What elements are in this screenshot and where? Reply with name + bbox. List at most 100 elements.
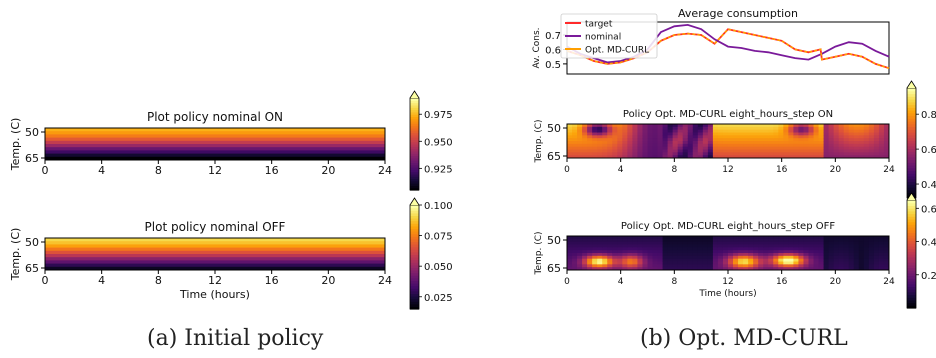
heatmap-cell	[798, 236, 804, 240]
heatmap-cell	[853, 250, 860, 254]
heatmap-cell	[833, 255, 840, 260]
heatmap-cell	[567, 143, 573, 148]
heatmap-cell	[768, 132, 774, 136]
heatmap-cell	[788, 238, 794, 243]
heatmap-cell	[728, 238, 734, 243]
heatmap-cell	[758, 258, 764, 262]
heatmap-cell	[833, 129, 840, 133]
heatmap-cell	[803, 250, 809, 254]
heatmap-cell	[793, 267, 799, 271]
heatmap-cell	[753, 258, 759, 262]
heatmap-cell	[652, 126, 659, 131]
heatmap-cell	[833, 238, 840, 243]
heatmap-cell	[863, 250, 870, 254]
heatmap-cell	[577, 236, 583, 240]
colorbar-segment	[410, 176, 419, 180]
heatmap-cell	[743, 258, 749, 262]
heatmap-cell	[682, 250, 689, 254]
heatmap-cell	[667, 126, 674, 131]
heatmap-cell	[707, 267, 714, 271]
heatmap-cell	[642, 146, 648, 150]
heatmap-cell	[682, 236, 689, 240]
heatmap-cell	[707, 261, 714, 265]
heatmap-cell	[758, 155, 764, 159]
heatmap-cell	[873, 238, 880, 243]
x-tick-label: 24	[378, 274, 392, 287]
x-axis-label: Time (hours)	[179, 288, 250, 301]
heatmap-cell	[682, 129, 689, 133]
heatmap-cell	[572, 241, 578, 245]
heatmap-cell	[632, 258, 638, 262]
heatmap-cell	[682, 258, 689, 262]
heatmap-cell	[798, 146, 804, 150]
heatmap-cell	[587, 155, 593, 159]
heatmap-cell	[662, 132, 669, 136]
heatmap-cell	[823, 141, 830, 145]
heatmap-cell	[843, 149, 850, 153]
heatmap-cell	[587, 135, 593, 139]
heatmap-cell	[788, 247, 794, 251]
x-axis-label: Time (hours)	[698, 289, 756, 299]
heatmap-cell	[728, 253, 734, 257]
heatmap-cell	[793, 264, 799, 268]
heatmap-cell	[833, 135, 840, 139]
heatmap-cell	[45, 257, 385, 261]
heatmap-cell	[687, 244, 694, 248]
y-axis-label: Temp. (C)	[9, 118, 22, 172]
heatmap-cell	[587, 236, 593, 240]
heatmap-cell	[873, 264, 880, 268]
heatmap-cell	[728, 258, 734, 262]
heatmap-cell	[753, 141, 759, 145]
heatmap-cell	[572, 149, 578, 153]
heatmap-cell	[577, 258, 583, 262]
heatmap-cell	[667, 241, 674, 245]
heatmap-cell	[848, 264, 855, 268]
y-tick-label: 0.5	[545, 60, 561, 71]
heatmap-cell	[793, 132, 799, 136]
colorbar-segment	[410, 301, 419, 305]
heatmap-cell	[863, 236, 870, 240]
heatmap-cell	[793, 138, 799, 142]
heatmap-cell	[702, 258, 709, 262]
heatmap-cell	[682, 241, 689, 245]
heatmap-cell	[652, 143, 659, 148]
heatmap-cell	[582, 267, 588, 271]
heatmap-cell	[878, 143, 885, 148]
heatmap-cell	[717, 149, 724, 153]
heatmap-cell	[672, 264, 679, 268]
heatmap-cell	[823, 146, 830, 150]
heatmap-cell	[858, 250, 865, 254]
colorbar-segment	[410, 118, 419, 122]
heatmap-cell	[753, 146, 759, 150]
heatmap-cell	[622, 261, 628, 265]
heatmap-cell	[813, 258, 820, 262]
heatmap-cell	[597, 126, 603, 131]
heatmap-cell	[803, 247, 809, 251]
heatmap-cell	[808, 238, 815, 243]
heatmap-cell	[657, 129, 664, 133]
heatmap-cell	[627, 264, 633, 268]
heatmap-cell	[577, 146, 583, 150]
heatmap-cell	[617, 250, 623, 254]
heatmap-cell	[662, 149, 669, 153]
heatmap-cell	[587, 255, 593, 260]
colorbar-segment	[907, 251, 916, 255]
heatmap-cell	[677, 261, 684, 265]
heatmap-cell	[612, 247, 618, 251]
heatmap-cell	[592, 124, 598, 128]
heatmap-cell	[818, 253, 825, 257]
heatmap-cell	[793, 146, 799, 150]
heatmap-cell	[738, 135, 744, 139]
heatmap-cell	[707, 253, 714, 257]
colorbar-extend	[409, 197, 420, 206]
heatmap-cell	[617, 126, 623, 131]
heatmap-cell	[592, 152, 598, 156]
heatmap-cell	[617, 132, 623, 136]
heatmap-cell	[637, 124, 643, 128]
heatmap-cell	[697, 250, 704, 254]
colorbar-segment	[410, 130, 419, 134]
heatmap-cell	[637, 138, 643, 142]
heatmap-cell	[728, 264, 734, 268]
heatmap-cell	[853, 152, 860, 156]
heatmap-cell	[798, 238, 804, 243]
